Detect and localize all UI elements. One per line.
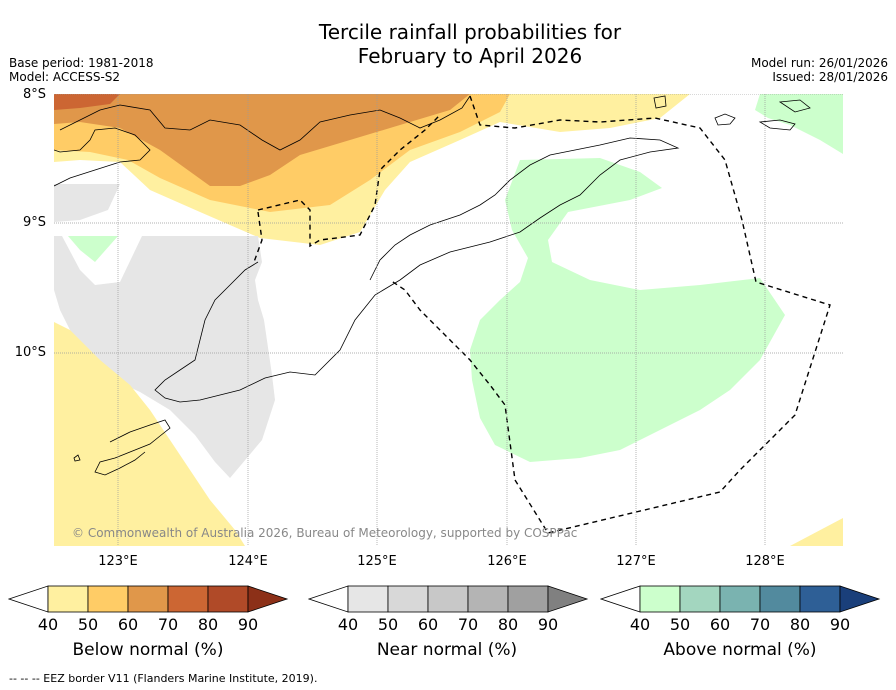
near-colorbar-under-triangle (308, 585, 349, 613)
above-normal-40-50-region-2 (68, 236, 118, 262)
above-colorbar-under-triangle (600, 585, 641, 613)
above-colorbar-tick-90: 90 (829, 615, 851, 634)
near-colorbar-tick-60: 60 (417, 615, 439, 634)
coastline-small-island (73, 454, 81, 462)
map-area (54, 94, 843, 546)
issued-date: Issued: 28/01/2026 (772, 70, 888, 84)
below-colorbar-box-40-50 (47, 585, 89, 613)
near-colorbar-over-triangle (547, 585, 589, 613)
map-title: Tercile rainfall probabilities for Febru… (0, 20, 896, 68)
near-colorbar-box-50-60 (387, 585, 429, 613)
below-colorbar-box-70-80 (167, 585, 209, 613)
below-colorbar-box-50-60 (87, 585, 129, 613)
colorbar-above (600, 585, 881, 613)
above-colorbar-box-70-80 (759, 585, 801, 613)
colorbar-near-label: Near normal (%) (376, 640, 518, 660)
lat-label-8s: 8°S (22, 87, 46, 102)
below-colorbar-box-80-90 (207, 585, 249, 613)
below-normal-40-50-region-2 (54, 322, 245, 546)
title-line-1: Tercile rainfall probabilities for (318, 20, 622, 44)
near-colorbar-box-60-70 (427, 585, 469, 613)
coastline-wetar (653, 95, 667, 109)
below-normal-40-50-region-3 (790, 518, 843, 546)
coastline-timor-north (54, 127, 151, 187)
lon-label-127e: 127°E (616, 554, 656, 569)
below-colorbar-box-60-70 (127, 585, 169, 613)
below-colorbar-tick-70: 70 (157, 615, 179, 634)
gridlines (54, 94, 843, 546)
above-colorbar-tick-70: 70 (749, 615, 771, 634)
below-colorbar-tick-90: 90 (237, 615, 259, 634)
above-normal-40-50-region (470, 158, 785, 462)
title-line-2: February to April 2026 (357, 44, 583, 68)
below-colorbar-tick-80: 80 (197, 615, 219, 634)
near-colorbar-box-70-80 (467, 585, 509, 613)
near-colorbar-tick-40: 40 (337, 615, 359, 634)
near-normal-40-50-region-2 (54, 236, 275, 478)
model-name: Model: ACCESS-S2 (9, 70, 121, 84)
near-colorbar-tick-50: 50 (377, 615, 399, 634)
lon-label-124e: 124°E (228, 554, 268, 569)
meta-right: Model run: 26/01/2026 Issued: 28/01/2026 (751, 56, 888, 84)
coastline-timor-main (154, 137, 680, 403)
above-colorbar-box-40-50 (639, 585, 681, 613)
near-colorbar-tick-90: 90 (537, 615, 559, 634)
above-colorbar-box-60-70 (719, 585, 761, 613)
above-colorbar-tick-40: 40 (629, 615, 651, 634)
lon-label-126e: 126°E (487, 554, 527, 569)
below-colorbar-over-triangle (247, 585, 289, 613)
near-colorbar-tick-80: 80 (497, 615, 519, 634)
above-colorbar-box-50-60 (679, 585, 721, 613)
lon-label-128e: 128°E (745, 554, 785, 569)
copyright-notice: © Commonwealth of Australia 2026, Bureau… (72, 526, 578, 540)
meta-left: Base period: 1981-2018 Model: ACCESS-S2 (9, 56, 154, 84)
below-colorbar-tick-60: 60 (117, 615, 139, 634)
near-colorbar-box-80-90 (507, 585, 549, 613)
below-colorbar-under-triangle (8, 585, 49, 613)
above-colorbar-tick-80: 80 (789, 615, 811, 634)
above-colorbar-tick-60: 60 (709, 615, 731, 634)
above-colorbar-over-triangle (839, 585, 881, 613)
base-period: Base period: 1981-2018 (9, 56, 154, 70)
coastline-rote (94, 419, 171, 476)
near-colorbar-box-40-50 (347, 585, 389, 613)
coastlines (54, 95, 811, 476)
above-colorbar-tick-50: 50 (669, 615, 691, 634)
lon-label-123e: 123°E (98, 554, 138, 569)
colorbar-near (308, 585, 589, 613)
near-colorbar-tick-70: 70 (457, 615, 479, 634)
above-colorbar-box-80-90 (799, 585, 841, 613)
above-normal-40-50-region-3 (755, 94, 843, 154)
colorbar-above-label: Above normal (%) (663, 640, 817, 660)
lat-label-10s: 10°S (14, 345, 46, 360)
near-normal-40-50-region (54, 184, 120, 222)
colorbar-below (8, 585, 289, 613)
coastline-east-islands (714, 99, 811, 131)
lat-label-9s: 9°S (22, 215, 46, 230)
below-colorbar-tick-40: 40 (37, 615, 59, 634)
coastline-flores-chain (59, 95, 471, 151)
below-colorbar-tick-50: 50 (77, 615, 99, 634)
below-normal-70-80-region (54, 94, 120, 110)
eez-border (253, 95, 831, 534)
lon-label-125e: 125°E (357, 554, 397, 569)
colorbar-below-label: Below normal (%) (72, 640, 224, 660)
model-run: Model run: 26/01/2026 (750, 56, 888, 70)
eez-footer-note: -- -- -- EEZ border V11 (Flanders Marine… (9, 672, 318, 685)
